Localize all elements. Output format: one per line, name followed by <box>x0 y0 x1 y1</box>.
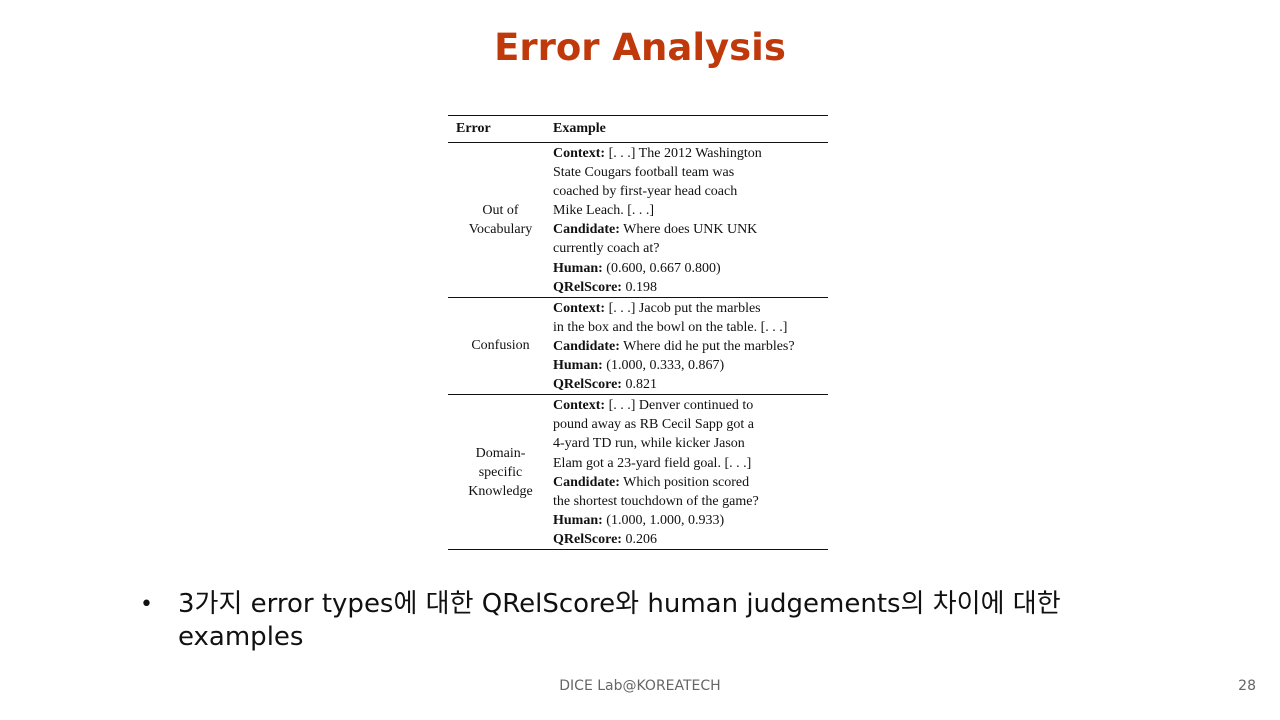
context-text: [. . .] The 2012 Washington <box>608 146 762 161</box>
error-type-line: specific <box>478 464 523 480</box>
error-type: Out of Vocabulary <box>448 143 553 297</box>
qrelscore-value: 0.206 <box>625 531 657 547</box>
bullet-text: 3가지 error types에 대한 QRelScore와 human jud… <box>178 589 1061 652</box>
human-label: Human: <box>553 512 603 528</box>
bullet-icon: • <box>140 592 153 617</box>
table-row: Domain- specific Knowledge Context: [. .… <box>448 395 828 549</box>
context-text: coached by first-year head coach <box>553 184 738 200</box>
error-type-line: Out of <box>482 202 519 218</box>
qrelscore-label: QRelScore: <box>553 531 622 547</box>
candidate-text: Which position scored <box>623 474 750 490</box>
qrelscore-value: 0.821 <box>625 377 657 393</box>
candidate-text: the shortest touchdown of the game? <box>553 493 759 509</box>
error-type-line: Vocabulary <box>468 221 533 237</box>
context-label: Context: <box>553 398 606 414</box>
candidate-text: Where did he put the marbles? <box>623 338 795 354</box>
candidate-text: Where does UNK UNK <box>623 222 758 238</box>
human-label: Human: <box>553 358 603 374</box>
header-example: Example <box>553 121 606 136</box>
human-scores: (1.000, 1.000, 0.933) <box>606 512 725 528</box>
context-text: [. . .] Jacob put the marbles <box>608 300 761 316</box>
footer-text: DICE Lab@KOREATECH <box>559 678 721 694</box>
context-text: State Cougars football team was <box>553 165 735 181</box>
error-type: Domain- specific Knowledge <box>448 395 553 549</box>
example-cell: Context: [. . .] Denver continued to pou… <box>553 395 828 549</box>
error-type-line: Domain- <box>475 445 526 461</box>
slide-title: Error Analysis <box>494 26 786 69</box>
error-analysis-table: Error Example Out of Vocabulary Context:… <box>448 115 828 550</box>
human-scores: (0.600, 0.667 0.800) <box>606 260 721 276</box>
context-label: Context: <box>553 300 606 316</box>
context-text: in the box and the bowl on the table. [.… <box>553 319 788 335</box>
context-text: 4-yard TD run, while kicker Jason <box>553 436 745 452</box>
context-text: pound away as RB Cecil Sapp got a <box>553 417 755 433</box>
error-type-line: Knowledge <box>468 483 533 499</box>
example-cell: Context: [. . .] Jacob put the marbles i… <box>553 298 828 394</box>
qrelscore-label: QRelScore: <box>553 279 622 295</box>
table-header: Error Example <box>448 116 828 143</box>
context-text: Elam got a 23-yard field goal. [. . .] <box>553 455 752 471</box>
table-row: Confusion Context: [. . .] Jacob put the… <box>448 298 828 396</box>
human-scores: (1.000, 0.333, 0.867) <box>606 358 725 374</box>
page-number: 28 <box>1238 678 1256 694</box>
qrelscore-value: 0.198 <box>625 279 657 295</box>
error-type: Confusion <box>471 338 530 354</box>
context-label: Context: <box>553 146 606 161</box>
candidate-label: Candidate: <box>553 222 620 238</box>
candidate-text: currently coach at? <box>553 241 660 257</box>
header-error: Error <box>456 121 491 136</box>
qrelscore-label: QRelScore: <box>553 377 622 393</box>
human-label: Human: <box>553 260 603 276</box>
candidate-label: Candidate: <box>553 474 620 490</box>
context-text: [. . .] Denver continued to <box>608 398 754 414</box>
table-row: Out of Vocabulary Context: [. . .] The 2… <box>448 143 828 298</box>
candidate-label: Candidate: <box>553 338 620 354</box>
context-text: Mike Leach. [. . .] <box>553 203 655 219</box>
example-cell: Context: [. . .] The 2012 Washington Sta… <box>553 143 828 297</box>
